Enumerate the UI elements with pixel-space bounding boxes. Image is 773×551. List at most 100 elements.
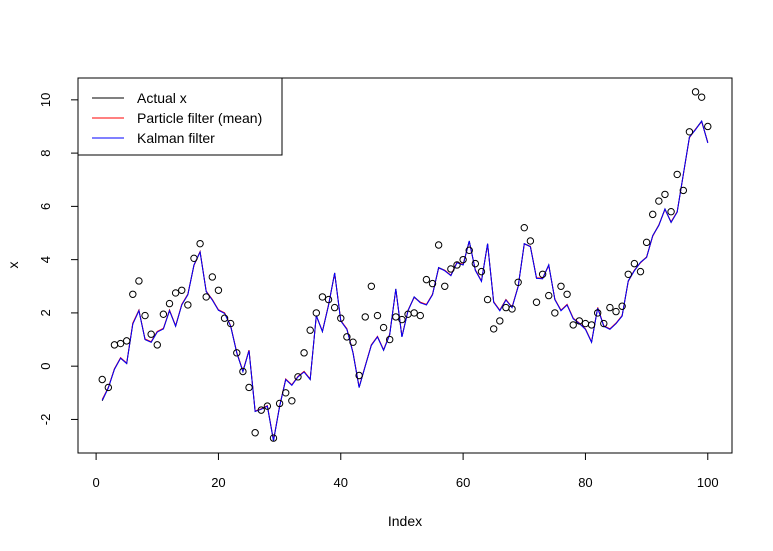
observation-point <box>171 289 180 297</box>
observation-point <box>612 307 620 316</box>
observation-point <box>116 339 125 348</box>
observation-point <box>428 279 437 288</box>
observation-point <box>349 338 357 346</box>
observation-point <box>122 337 131 345</box>
observation-point <box>208 273 217 281</box>
observation-point <box>343 333 351 341</box>
observation-point <box>697 93 706 101</box>
x-axis-label: Index <box>388 513 422 529</box>
y-axis-label: x <box>5 262 21 269</box>
observation-point <box>300 349 308 357</box>
observation-point <box>667 208 675 216</box>
observation-point <box>581 319 590 328</box>
legend-box <box>77 77 283 156</box>
observation-point <box>410 309 418 317</box>
observation-point <box>110 341 119 349</box>
observation-point <box>447 265 455 273</box>
observation-point <box>392 313 400 321</box>
observation-point <box>98 375 106 384</box>
observation-point <box>483 295 492 304</box>
observation-point <box>373 311 382 320</box>
observation-point <box>642 238 651 247</box>
observation-point <box>514 278 522 286</box>
observation-point <box>233 349 241 357</box>
observation-point <box>520 223 528 232</box>
observation-point <box>673 170 681 179</box>
observation-point <box>147 330 155 338</box>
observation-point <box>649 210 657 219</box>
observation-point <box>704 122 712 131</box>
observation-point <box>196 239 204 248</box>
observation-point <box>557 282 565 290</box>
observation-point <box>636 267 645 276</box>
observation-point <box>275 399 284 408</box>
observation-point <box>129 290 137 298</box>
observation-point <box>263 402 272 410</box>
observation-point <box>337 314 345 322</box>
observation-point <box>386 335 394 344</box>
observation-point <box>655 197 663 205</box>
observation-point <box>422 275 431 284</box>
observation-point <box>379 323 388 332</box>
observation-point <box>178 286 186 294</box>
observation-point <box>545 291 553 300</box>
observation-point <box>496 317 504 325</box>
observation-point <box>306 326 314 334</box>
observation-point <box>153 341 161 349</box>
observation-point <box>269 434 278 442</box>
observation-point <box>190 254 198 263</box>
observation-point <box>465 246 473 255</box>
observation-point <box>685 128 694 136</box>
x-axis: 0 20 40 60 80 100 <box>92 452 719 490</box>
observation-point <box>324 295 333 304</box>
observation-point <box>159 310 168 318</box>
observation-point <box>441 282 449 290</box>
observation-point <box>367 282 376 290</box>
x-tick-label: 40 <box>334 475 348 490</box>
observation-point <box>226 319 235 328</box>
observation-point <box>398 315 406 324</box>
x-tick-label: 80 <box>578 475 592 490</box>
observation-point <box>630 259 639 268</box>
observation-point <box>214 286 223 294</box>
observation-point <box>184 301 192 309</box>
legend-label-actual: Actual x <box>137 90 187 106</box>
observation-point <box>141 311 149 320</box>
observation-point <box>593 309 602 317</box>
observation-point <box>434 241 443 249</box>
observation-point <box>453 261 461 269</box>
y-tick-label: 6 <box>38 203 53 210</box>
observation-point <box>551 309 559 317</box>
x-tick-label: 20 <box>211 475 225 490</box>
observation-point <box>691 88 700 96</box>
observation-point <box>220 314 229 322</box>
observation-point <box>489 325 498 333</box>
observation-point <box>135 277 143 285</box>
observation-point <box>202 293 210 301</box>
observation-point <box>538 270 547 278</box>
plot-points <box>98 88 712 442</box>
series-line-0 <box>101 120 709 441</box>
observation-point <box>294 373 302 381</box>
observation-point <box>508 305 516 313</box>
observation-point <box>661 190 669 199</box>
observation-point <box>606 303 614 312</box>
observation-point <box>251 429 259 437</box>
observation-point <box>165 299 174 308</box>
y-tick-label: -2 <box>38 414 53 426</box>
observation-point <box>318 293 327 301</box>
y-tick-label: 0 <box>38 363 53 370</box>
observation-point <box>477 267 486 276</box>
observation-point <box>569 321 577 329</box>
observation-point <box>618 302 626 310</box>
observation-point <box>532 298 541 306</box>
observation-point <box>416 311 424 320</box>
observation-point <box>245 383 253 392</box>
y-axis: -2 0 2 4 6 8 10 <box>38 93 79 426</box>
observation-point <box>330 303 339 312</box>
y-tick-label: 2 <box>38 309 53 316</box>
observation-point <box>355 371 363 380</box>
y-tick-label: 10 <box>38 93 53 107</box>
observation-point <box>624 270 632 278</box>
